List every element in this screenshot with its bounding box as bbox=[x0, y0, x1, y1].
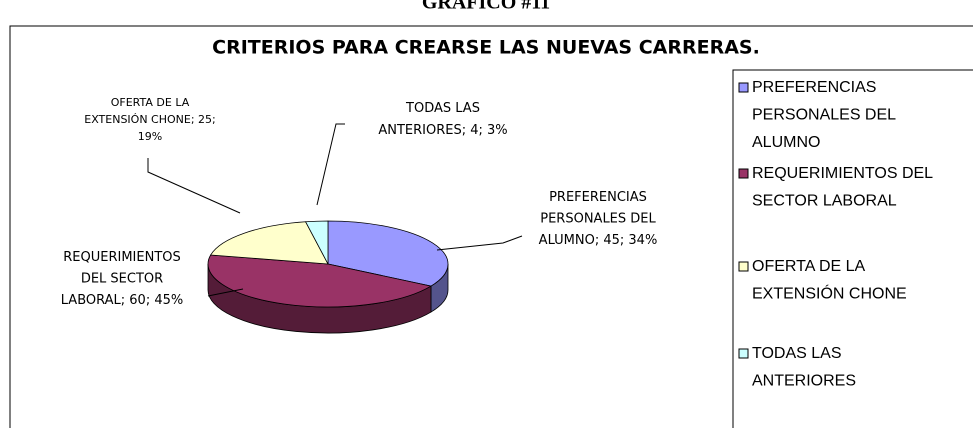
leader-line bbox=[207, 288, 244, 297]
leader-line bbox=[316, 123, 345, 206]
legend-label-line: PERSONALES DEL bbox=[752, 107, 896, 124]
legend-label: PREFERENCIAS PERSONALES DEL ALUMNO bbox=[752, 79, 896, 151]
slice bbox=[209, 221, 329, 265]
legend-label-line: TODAS LAS bbox=[752, 345, 842, 362]
data-label-line: PERSONALES DEL bbox=[540, 211, 656, 226]
legend-label-line: PREFERENCIAS bbox=[752, 79, 876, 96]
chart-title: CRITERIOS PARA CREARSE LAS NUEVAS CARRER… bbox=[212, 37, 760, 59]
data-label-line: TODAS LAS bbox=[405, 101, 480, 116]
legend-label-line: OFERTA DE LA bbox=[752, 258, 866, 275]
data-label: REQUERIMIENTOS DEL SECTOR LABORAL; 60; 45% bbox=[61, 250, 183, 308]
legend-label-line: ALUMNO bbox=[752, 134, 820, 151]
data-label-line: EXTENSIÓN CHONE; 25; bbox=[84, 113, 216, 126]
data-label: OFERTA DE LA EXTENSIÓN CHONE; 25; 19% bbox=[84, 96, 216, 143]
slice bbox=[304, 220, 329, 265]
legend-label-line: ANTERIORES bbox=[752, 373, 856, 390]
data-label-line: ALUMNO; 45; 34% bbox=[539, 233, 658, 248]
legend-label: TODAS LAS ANTERIORES bbox=[752, 345, 856, 390]
data-label-line: REQUERIMIENTOS bbox=[63, 250, 181, 265]
heading: GRÁFICO #11 bbox=[422, 0, 550, 14]
data-label-line: 19% bbox=[138, 130, 162, 143]
leader-line bbox=[436, 235, 523, 251]
legend-label-line: EXTENSIÓN CHONE bbox=[752, 284, 907, 303]
legend-label-line: REQUERIMIENTOS DEL bbox=[752, 165, 933, 182]
leader-line bbox=[147, 158, 241, 214]
data-label-line: LABORAL; 60; 45% bbox=[61, 293, 183, 308]
legend-swatch bbox=[738, 168, 749, 179]
legend-label: OFERTA DE LA EXTENSIÓN CHONE bbox=[752, 258, 907, 303]
data-label-line: DEL SECTOR bbox=[81, 271, 163, 286]
legend-swatch bbox=[738, 82, 749, 93]
legend-swatch bbox=[738, 261, 749, 272]
legend-label: REQUERIMIENTOS DEL SECTOR LABORAL bbox=[752, 165, 933, 210]
legend-label-line: SECTOR LABORAL bbox=[752, 193, 897, 210]
legend-swatch bbox=[738, 348, 749, 359]
data-label-line: PREFERENCIAS bbox=[549, 190, 647, 205]
data-label-line: OFERTA DE LA bbox=[111, 96, 190, 109]
slice bbox=[207, 254, 433, 308]
legend-box bbox=[732, 69, 973, 428]
data-label: TODAS LAS ANTERIORES; 4; 3% bbox=[378, 101, 507, 138]
data-label-line: ANTERIORES; 4; 3% bbox=[378, 123, 507, 138]
data-label: PREFERENCIAS PERSONALES DEL ALUMNO; 45; 34… bbox=[539, 190, 658, 248]
slice bbox=[327, 220, 449, 287]
